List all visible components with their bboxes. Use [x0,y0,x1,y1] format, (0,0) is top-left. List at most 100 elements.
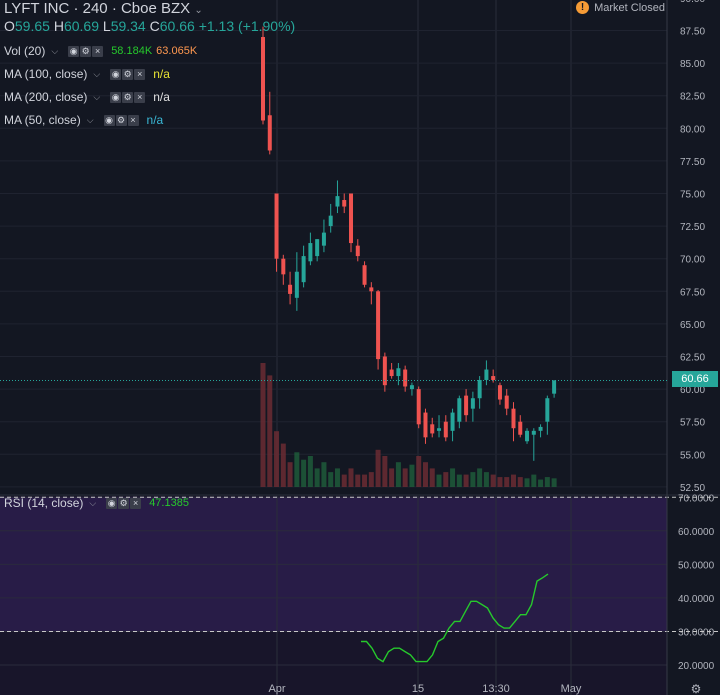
candle-body [538,426,543,431]
candle-body [423,412,428,438]
indicator-rsi[interactable]: RSI (14, close) ⌵ ◉ ⚙ × 47.1385 [4,496,189,510]
candle-body [335,196,340,207]
eye-icon[interactable]: ◉ [68,45,80,57]
candle-body [464,395,469,416]
candle-body [504,395,509,409]
volume-bar [368,472,374,487]
time-tick-label: Apr [268,683,285,695]
eye-icon[interactable]: ◉ [106,497,118,509]
open-value: 59.65 [14,18,50,34]
price-tick-label: 60.00 [680,385,705,396]
chevron-down-icon[interactable]: ⌵ [93,92,101,102]
eye-icon[interactable]: ◉ [110,91,122,103]
candle-body [328,215,333,227]
volume-bar [409,464,415,487]
volume-bar [287,462,293,487]
time-tick-label: 13:30 [482,683,510,695]
gear-icon[interactable]: ⚙ [122,91,134,103]
volume-bar [456,474,462,487]
chevron-down-icon[interactable]: ⌵ [51,46,59,56]
volume-bar [470,472,476,487]
candle-body [301,256,306,283]
volume-bar [341,474,347,487]
candle-body [525,430,530,442]
volume-bar [274,431,280,487]
chevron-down-icon[interactable]: ⌄ [194,5,203,16]
volume-bar [389,468,395,487]
candle-body [511,408,516,429]
indicator-value: 63.065K [156,45,198,57]
volume-bar [328,472,334,487]
close-icon[interactable]: × [134,68,146,80]
last-price-tag: 60.66 [672,371,718,387]
volume-bar [510,474,516,487]
candle-body [531,430,536,435]
candle-body [477,379,482,399]
indicator-value: n/a [146,113,164,127]
volume-bar [551,478,557,487]
close-icon[interactable]: × [134,91,146,103]
volume-bar [321,462,327,487]
rsi-tick-label: 20.0000 [678,661,715,672]
chevron-down-icon[interactable]: ⌵ [89,498,97,508]
indicator-label: Vol (20) [4,44,46,58]
price-tick-label: 62.50 [680,353,705,364]
symbol-title[interactable]: LYFT INC · 240 · Cboe BZX ⌄ [4,0,203,17]
gear-icon[interactable]: ⚙ [115,114,127,126]
market-status[interactable]: ! Market Closed [576,1,665,14]
gear-icon[interactable]: ⚙ [122,68,134,80]
gear-icon[interactable]: ⚙ [118,497,130,509]
volume-bar [483,472,489,487]
open-key: O [4,18,15,34]
indicator-vol[interactable]: Vol (20) ⌵ ◉ ⚙ × 58.184K 63.065K [4,44,197,58]
chevron-down-icon[interactable]: ⌵ [86,115,94,125]
price-tick-label: 55.00 [680,450,705,461]
indicator-value: n/a [153,90,170,104]
high-value: 60.69 [63,18,99,34]
volume-bar [362,474,368,487]
candle-body [396,368,401,377]
price-tick-label: 65.00 [680,320,705,331]
volume-bar [375,449,381,487]
candle-body [267,115,272,151]
rsi-tick-label: 30.0000 [678,627,715,638]
volume-bar [450,468,456,487]
volume-bar [267,375,273,487]
price-tick-label: 80.00 [680,124,705,135]
close-icon[interactable]: × [130,497,142,509]
indicator-ma100[interactable]: MA (100, close) ⌵ ◉ ⚙ × n/a [4,67,170,81]
candle-body [491,376,496,380]
indicator-ma50[interactable]: MA (50, close) ⌵ ◉ ⚙ × n/a [4,113,163,127]
price-tick-label: 70.00 [680,255,705,266]
gear-icon[interactable]: ⚙ [80,45,92,57]
close-value: 60.66 [159,18,195,34]
volume-bar [260,363,266,487]
volume-bar [477,468,483,487]
price-tick-label: 52.50 [680,483,705,494]
candle-body [315,239,320,257]
eye-icon[interactable]: ◉ [110,68,122,80]
price-tick-label: 90.00 [680,0,705,5]
candle-body [430,424,435,434]
time-tick-label: May [561,683,582,695]
close-icon[interactable]: × [127,114,139,126]
close-icon[interactable]: × [92,45,104,57]
volume-bar [463,474,469,487]
chevron-down-icon[interactable]: ⌵ [93,69,101,79]
price-tick-label: 67.50 [680,287,705,298]
volume-bar [402,468,408,487]
candle-body [552,380,557,394]
volume-bar [334,468,340,487]
candle-body [497,385,502,400]
eye-icon[interactable]: ◉ [103,114,115,126]
price-tick-label: 57.50 [680,418,705,429]
candle-body [376,291,381,360]
candle-body [294,271,299,298]
volume-bar [436,474,442,487]
indicator-ma200[interactable]: MA (200, close) ⌵ ◉ ⚙ × n/a [4,90,170,104]
price-tick-label: 75.00 [680,190,705,201]
candle-body [281,258,286,275]
volume-bar [497,477,503,487]
volume-bar [416,456,422,487]
